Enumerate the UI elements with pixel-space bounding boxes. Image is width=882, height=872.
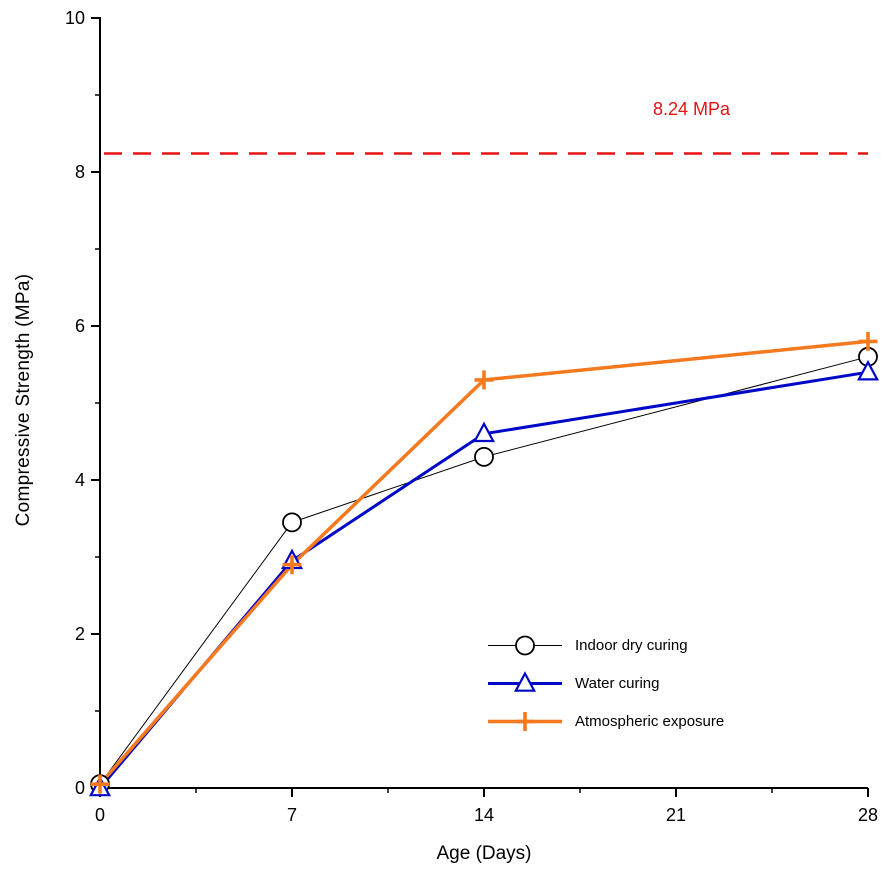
circle-marker [282, 512, 302, 533]
reference-line-label: 8.24 MPa [653, 99, 731, 119]
y-tick-label: 10 [65, 8, 85, 28]
legend-label: Indoor dry curing [575, 637, 688, 654]
plus-marker [90, 774, 110, 794]
legend-item-atmospheric-exposure: Atmospheric exposure [486, 707, 724, 736]
y-axis-title: Compressive Strength (MPa) [13, 273, 34, 527]
y-tick-label: 2 [75, 624, 85, 644]
y-tick-label: 6 [75, 316, 85, 336]
triangle-marker [472, 421, 496, 443]
x-tick-label: 21 [666, 805, 686, 825]
triangle-marker [856, 359, 880, 381]
triangle-marker [513, 671, 537, 692]
series-line-2 [98, 339, 869, 786]
legend-item-indoor-dry-curing: Indoor dry curing [486, 631, 724, 660]
legend-label: Water curing [575, 675, 660, 692]
x-axis-title: Age (Days) [436, 843, 532, 864]
x-tick-label: 0 [95, 805, 105, 825]
legend-item-water-curing: Water curing [486, 669, 724, 698]
plus-marker [515, 712, 535, 731]
x-tick-label: 14 [474, 805, 494, 825]
legend-label: Atmospheric exposure [575, 713, 725, 730]
y-tick-label: 0 [75, 778, 85, 798]
plus-marker [474, 370, 494, 390]
y-tick-label: 8 [75, 162, 85, 182]
legend-swatch-triangle-icon [488, 671, 562, 692]
x-tick-label: 28 [858, 805, 878, 825]
plus-marker [282, 555, 302, 575]
plus-marker [858, 331, 878, 351]
circle-marker [515, 635, 535, 656]
legend-swatch-plus-icon [488, 712, 562, 731]
legend: Indoor dry curing Water curing Atmospher… [486, 631, 724, 736]
x-tick-label: 7 [287, 805, 297, 825]
y-tick-label: 4 [75, 470, 85, 490]
legend-swatch-circle-icon [488, 635, 562, 656]
series-line-0 [99, 356, 869, 785]
circle-marker [474, 446, 494, 467]
